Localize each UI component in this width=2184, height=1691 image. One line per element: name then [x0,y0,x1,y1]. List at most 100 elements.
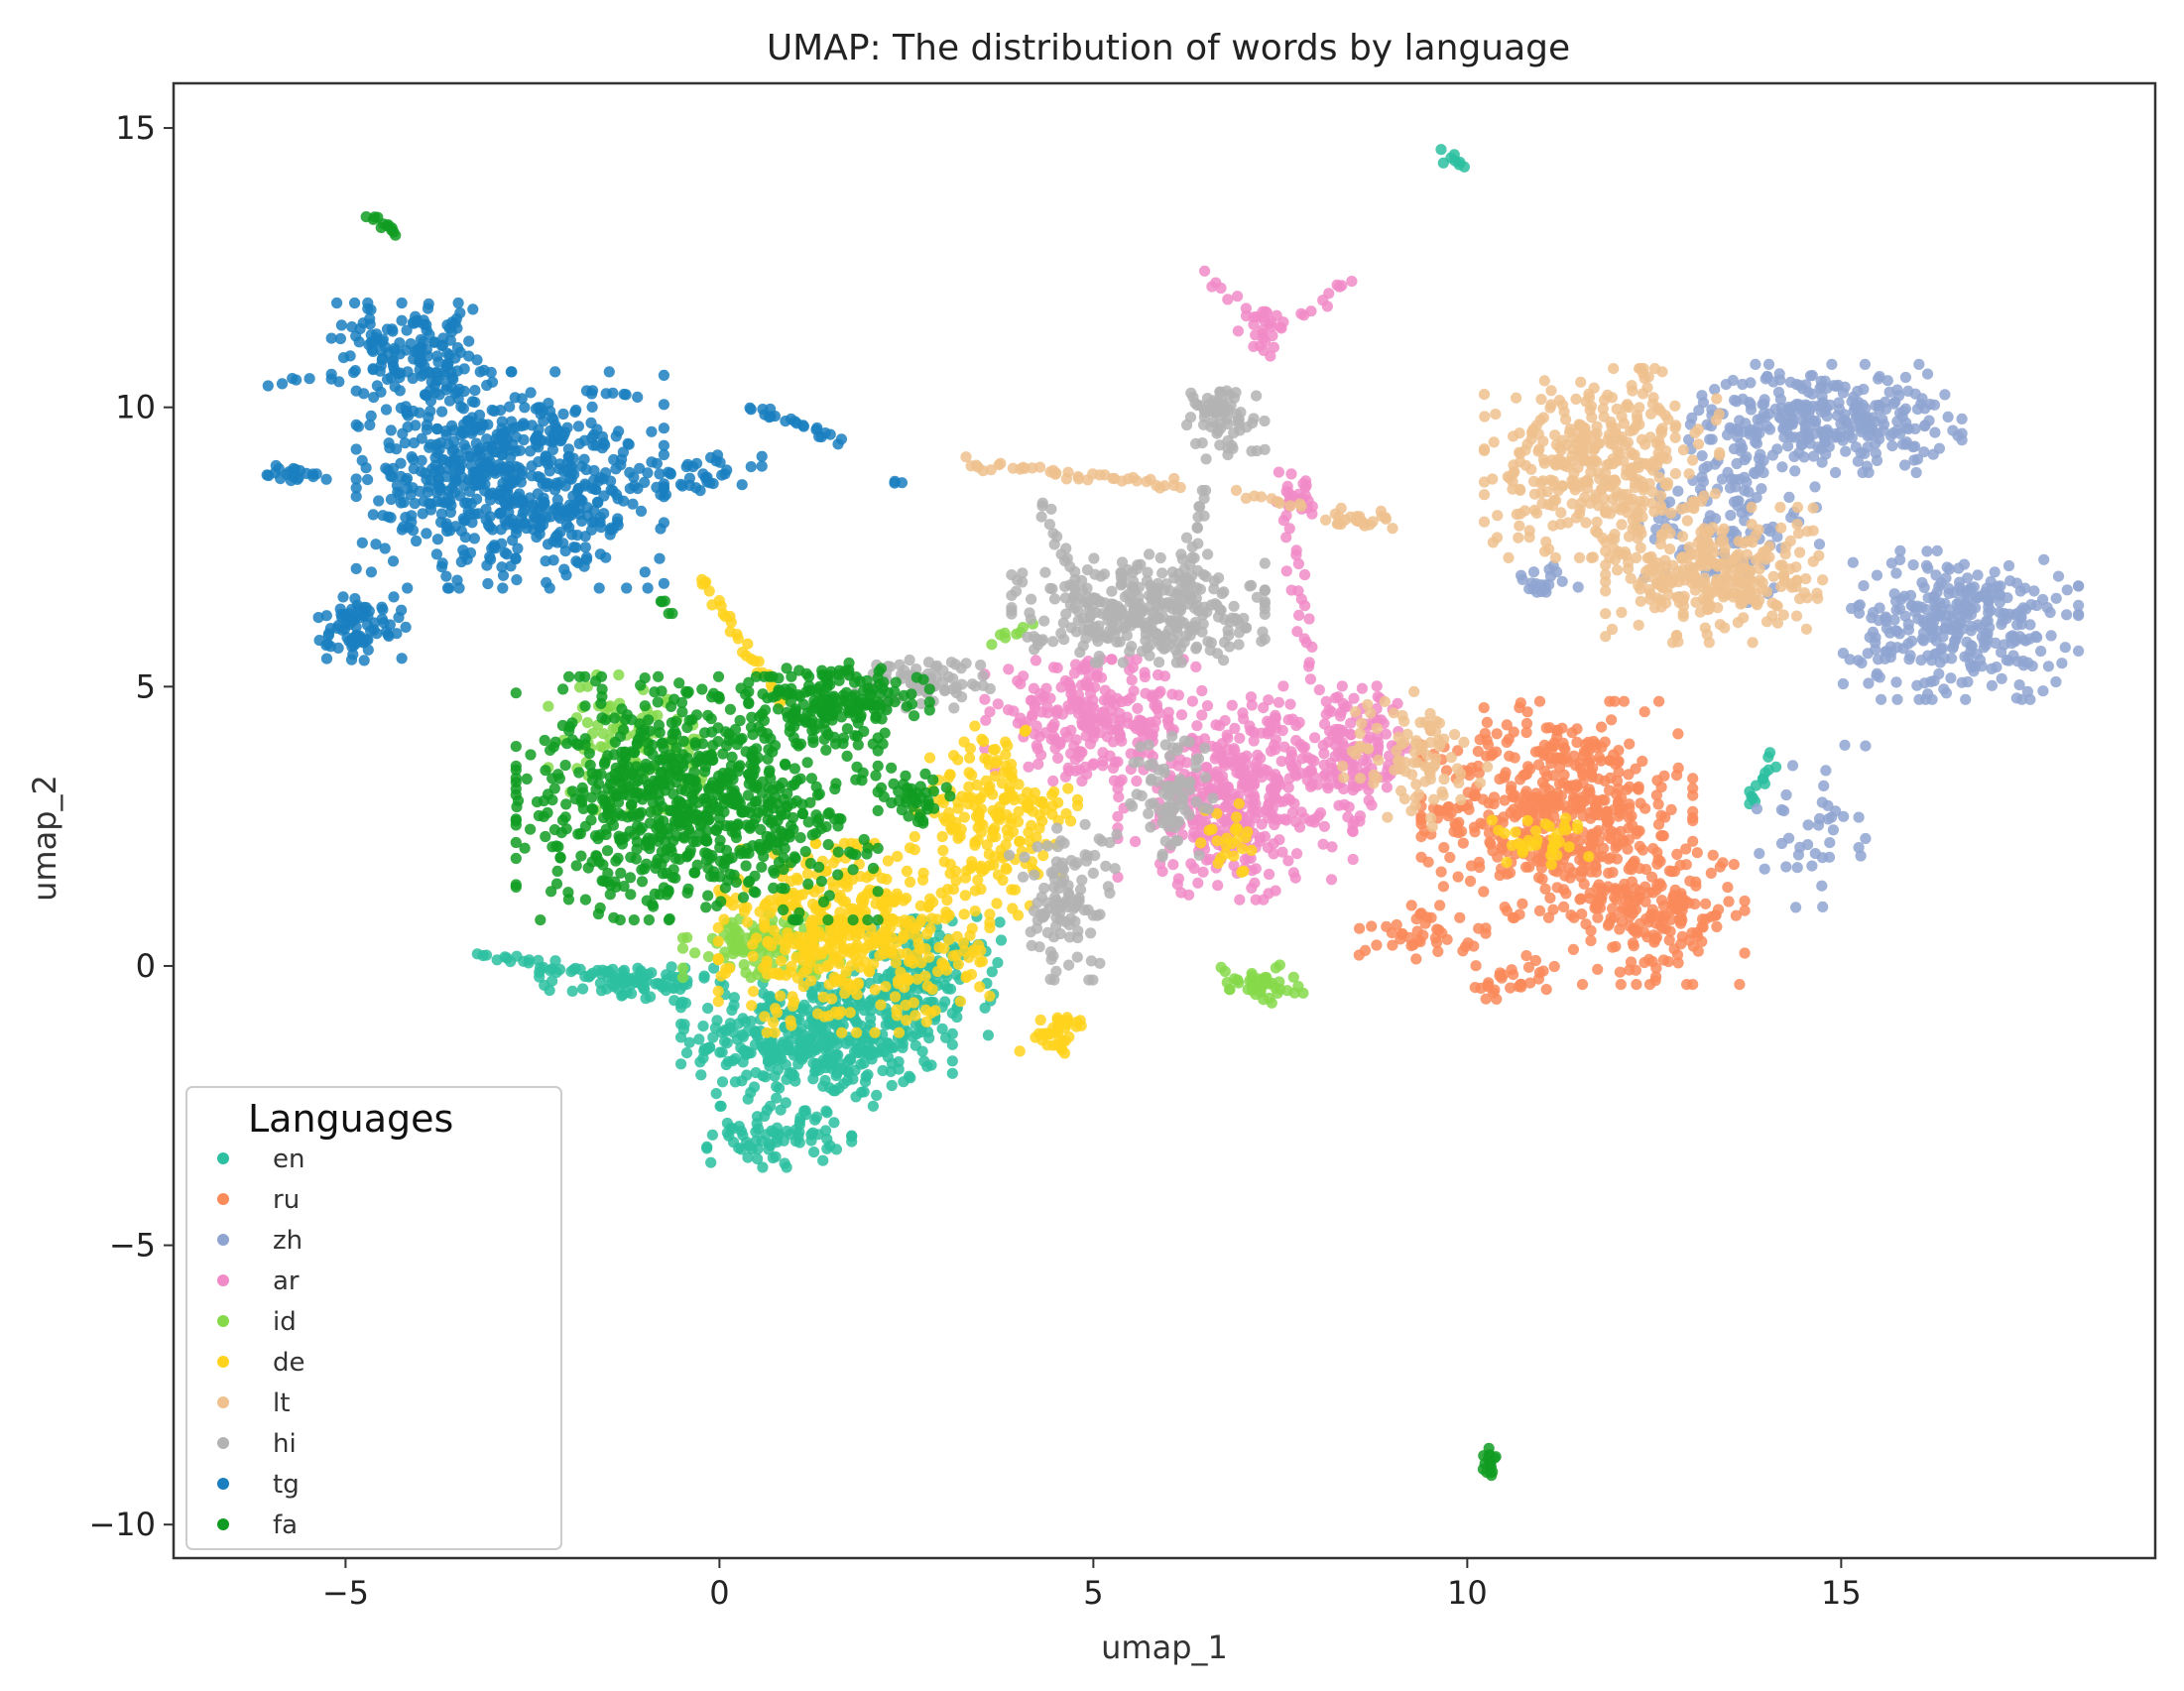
point-ar [1346,276,1358,288]
point-zh [1880,653,1891,664]
point-ar [1041,707,1053,719]
point-ar [1097,760,1109,772]
point-ar [1304,673,1316,685]
point-de [1521,814,1533,827]
point-en [708,962,720,974]
point-lt [1549,551,1561,564]
point-ru [1548,810,1560,822]
point-lt [1600,545,1612,557]
point-ar [1070,659,1082,670]
point-ru [1415,831,1427,843]
point-zh [1921,368,1934,380]
point-zh [1853,607,1866,619]
point-ru [1642,887,1654,899]
point-ar [1140,687,1152,699]
point-ar [1232,291,1244,302]
point-lt [1714,536,1726,547]
point-ar [1051,704,1063,716]
point-zh [1735,438,1747,450]
point-en [675,1031,687,1043]
point-ar [1238,713,1250,725]
point-lt [1598,411,1610,423]
point-zh [2037,685,2049,697]
point-en [762,1055,775,1067]
point-ar [1062,700,1074,712]
point-de [1203,824,1215,836]
point-lt [1514,483,1525,495]
point-zh [1802,819,1814,831]
point-de [1051,1022,1064,1033]
point-ru [1480,927,1492,939]
point-ru [1567,943,1579,956]
point-lt [1525,463,1537,475]
point-de [958,736,970,748]
point-en [1437,157,1449,169]
point-ru [1649,932,1661,945]
point-de [988,744,1000,756]
point-zh [1775,837,1788,850]
point-lt [1584,438,1596,450]
point-de [1547,841,1559,853]
point-ru [1672,728,1684,740]
point-en [795,1038,807,1050]
point-lt [1511,392,1522,404]
point-de [1058,1047,1071,1059]
point-en [728,1027,740,1038]
point-en [666,961,677,973]
point-zh [1965,662,1978,673]
point-zh [1725,510,1737,522]
point-de [1014,1045,1026,1057]
point-de [885,895,898,907]
point-zh [1996,672,2007,684]
point-ru [1657,954,1669,966]
point-ar [1003,704,1015,716]
point-ru [1622,843,1634,855]
point-lt [1648,363,1661,375]
point-ru [1624,738,1636,750]
point-lt [1581,482,1593,494]
point-en [946,1055,958,1067]
point-en [827,1085,840,1097]
point-en [923,1032,935,1044]
point-ru [1672,892,1684,904]
point-lt [1568,467,1580,479]
point-de [1545,859,1557,871]
point-de [947,950,959,962]
point-lt [1580,517,1592,529]
point-id [702,951,715,963]
point-ru [1387,939,1398,951]
point-ru [1707,849,1719,861]
point-ar [1333,723,1345,736]
point-ar [1324,770,1336,783]
point-ru [1441,933,1453,945]
point-ar [1268,848,1279,860]
point-ar [1270,744,1281,756]
point-de [987,788,999,800]
point-lt [1687,501,1699,514]
point-id [689,947,701,959]
point-de [964,752,976,764]
point-en [535,962,546,974]
point-zh [1709,384,1721,396]
point-en [765,991,777,1003]
point-ar [1197,866,1209,878]
point-en [946,1038,958,1050]
point-zh [1916,576,1928,589]
point-en [645,991,657,1003]
point-zh [1802,839,1814,851]
point-lt [1628,423,1639,435]
point-lt [1670,630,1683,642]
point-de [989,771,1001,783]
point-de [1033,822,1045,834]
point-en [668,995,680,1007]
point-ru [1714,861,1726,873]
point-en [546,975,558,987]
point-en [871,1089,883,1101]
point-zh [1839,739,1851,751]
point-zh [1926,655,1938,666]
point-ru [1421,911,1433,923]
point-lt [1350,706,1362,718]
point-ar [1347,826,1359,838]
point-lt [1620,401,1632,413]
point-de [759,919,771,931]
